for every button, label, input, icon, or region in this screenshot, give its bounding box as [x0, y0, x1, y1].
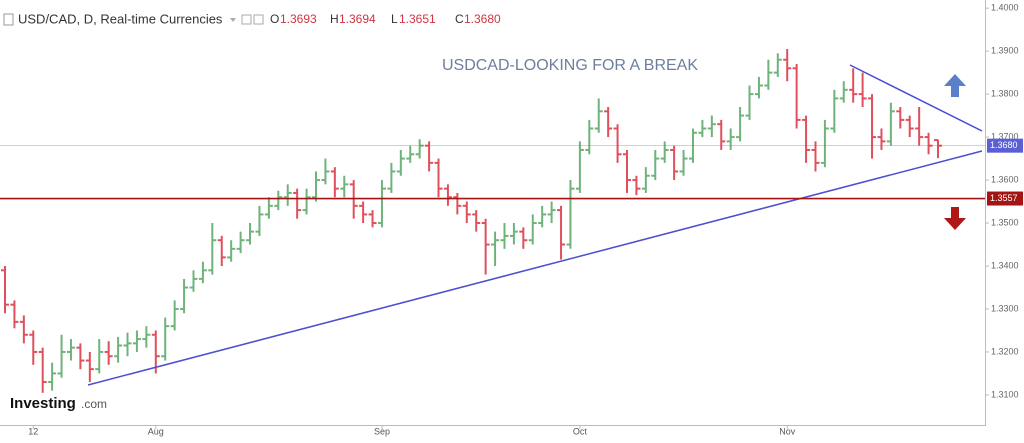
y-tick-label: 1.3200 — [991, 346, 1019, 356]
close-key: C — [455, 12, 464, 26]
resistance-trendline — [849, 64, 983, 132]
y-tick-label: 1.3500 — [991, 217, 1019, 227]
y-tick-label: 1.3300 — [991, 303, 1019, 313]
price-tag-label: 1.3557 — [990, 193, 1018, 203]
y-tick-label: 1.3900 — [991, 46, 1019, 56]
price-tag — [987, 138, 1023, 153]
y-tick-label: 1.3400 — [991, 260, 1019, 270]
high-key: H — [330, 12, 339, 26]
header: USD/CAD, D, Real-time Currencies O 1.369… — [3, 11, 501, 26]
x-tick-label: Aug — [148, 426, 164, 436]
open-key: O — [270, 12, 279, 26]
y-tick-label: 1.3600 — [991, 174, 1019, 184]
y-tick-label: 1.3800 — [991, 88, 1019, 98]
price-tag — [987, 191, 1023, 206]
icon — [253, 14, 264, 25]
close-value: 1.3680 — [464, 12, 501, 26]
x-tick-label: 12 — [28, 426, 38, 436]
y-tick-label: 1.3700 — [991, 131, 1019, 141]
logo-main: Investing — [10, 395, 76, 412]
dropdown-icon — [230, 18, 236, 22]
logo-suffix: .com — [81, 397, 107, 411]
down-arrow — [944, 207, 966, 230]
open-value: 1.3693 — [280, 12, 317, 26]
symbol-title: USD/CAD, D, Real-time Currencies — [18, 11, 223, 26]
menu-icon — [3, 13, 14, 26]
y-tick-label: 1.4000 — [991, 3, 1019, 13]
support-trendline — [87, 150, 983, 386]
x-tick-label: Oct — [573, 426, 588, 436]
high-value: 1.3694 — [339, 12, 376, 26]
y-tick-label: 1.3100 — [991, 389, 1019, 399]
price-tag-label: 1.3680 — [990, 140, 1018, 150]
up-arrow — [944, 74, 966, 97]
x-tick-label: Nov — [779, 426, 796, 436]
annotation-title: USDCAD-LOOKING FOR A BREAK — [442, 57, 698, 74]
x-tick-label: Sep — [374, 426, 390, 436]
low-value: 1.3651 — [399, 12, 436, 26]
low-key: L — [391, 12, 398, 26]
icon — [241, 14, 252, 25]
